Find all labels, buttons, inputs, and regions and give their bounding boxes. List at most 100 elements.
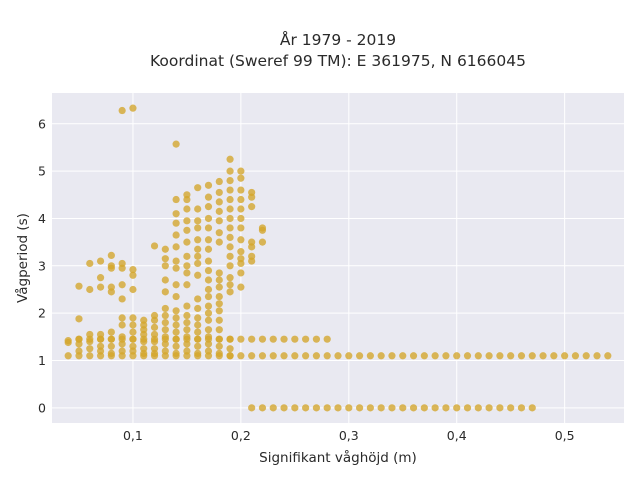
data-point — [183, 347, 191, 355]
data-point — [183, 191, 191, 199]
data-point — [528, 404, 536, 412]
data-point — [161, 333, 169, 341]
y-tick-label: 5 — [38, 164, 46, 179]
data-point — [237, 269, 245, 277]
data-point — [226, 274, 234, 282]
data-point — [237, 224, 245, 232]
data-point — [302, 335, 310, 343]
data-point — [474, 404, 482, 412]
data-point — [194, 184, 202, 192]
data-point — [226, 262, 234, 270]
data-point — [129, 335, 137, 343]
data-point — [183, 217, 191, 225]
data-point — [248, 188, 256, 197]
data-point — [302, 404, 310, 412]
data-point — [291, 404, 299, 412]
data-point — [215, 283, 223, 291]
data-point — [399, 404, 407, 412]
data-point — [161, 276, 169, 284]
data-point — [172, 264, 180, 272]
data-point — [172, 321, 180, 329]
data-point — [215, 269, 223, 277]
data-point — [204, 181, 213, 189]
data-point — [204, 333, 213, 341]
data-point — [237, 174, 245, 182]
data-point — [237, 186, 245, 194]
data-point — [312, 352, 321, 360]
data-point — [226, 195, 234, 204]
x-tick-label: 0,5 — [555, 428, 575, 443]
data-point — [107, 335, 115, 343]
data-point — [312, 404, 321, 412]
data-point — [485, 404, 493, 412]
data-point — [215, 177, 223, 186]
data-point — [442, 352, 450, 360]
data-point — [528, 352, 536, 360]
data-point — [86, 337, 94, 346]
data-point — [150, 311, 159, 320]
data-point — [118, 106, 126, 115]
data-point — [183, 262, 191, 270]
data-point — [183, 319, 191, 327]
data-point — [140, 316, 148, 324]
data-point — [75, 335, 83, 343]
data-points — [64, 104, 612, 412]
data-point — [377, 352, 385, 360]
data-point — [258, 224, 267, 232]
data-point — [194, 245, 202, 253]
data-point — [172, 349, 180, 358]
data-point — [237, 352, 245, 360]
data-point — [280, 404, 288, 412]
data-point — [86, 259, 94, 268]
data-point — [215, 207, 223, 215]
data-point — [226, 352, 234, 360]
data-point — [496, 352, 504, 360]
data-point — [334, 404, 342, 412]
data-point — [183, 333, 191, 341]
plot-area — [52, 93, 624, 423]
data-point — [183, 269, 191, 277]
data-point — [226, 335, 234, 343]
data-point — [96, 330, 105, 339]
data-point — [507, 352, 515, 360]
data-point — [409, 404, 418, 412]
data-point — [204, 257, 213, 265]
data-point — [226, 281, 234, 289]
data-point — [248, 252, 256, 260]
data-point — [269, 335, 277, 343]
data-point — [75, 347, 83, 355]
data-point — [366, 352, 374, 360]
data-point — [172, 314, 180, 322]
data-point — [248, 352, 256, 360]
data-point — [161, 304, 169, 313]
x-tick-label: 0,4 — [447, 428, 467, 443]
data-point — [291, 335, 299, 343]
chart-title-line-1: År 1979 - 2019 — [280, 30, 396, 49]
x-tick-label: 0,3 — [339, 428, 359, 443]
data-point — [237, 205, 245, 213]
data-point — [172, 307, 180, 315]
data-point — [226, 252, 234, 260]
data-point — [129, 314, 137, 322]
data-point — [183, 326, 191, 334]
data-point — [323, 335, 331, 343]
data-point — [172, 342, 180, 350]
data-point — [248, 238, 256, 246]
data-point — [129, 104, 137, 112]
data-point — [496, 404, 504, 412]
data-point — [172, 195, 180, 204]
data-point — [161, 326, 169, 334]
data-point — [388, 404, 396, 412]
data-point — [172, 335, 180, 343]
data-point — [183, 252, 191, 260]
data-point — [150, 242, 159, 250]
data-point — [107, 349, 115, 358]
data-point — [194, 205, 202, 213]
chart-title-line-2: Koordinat (Sweref 99 TM): E 361975, N 61… — [150, 52, 526, 70]
data-point — [204, 309, 213, 317]
data-point — [345, 404, 353, 412]
data-point — [150, 323, 159, 331]
data-point — [161, 347, 169, 355]
data-point — [172, 219, 180, 227]
y-tick-label: 2 — [38, 306, 46, 321]
